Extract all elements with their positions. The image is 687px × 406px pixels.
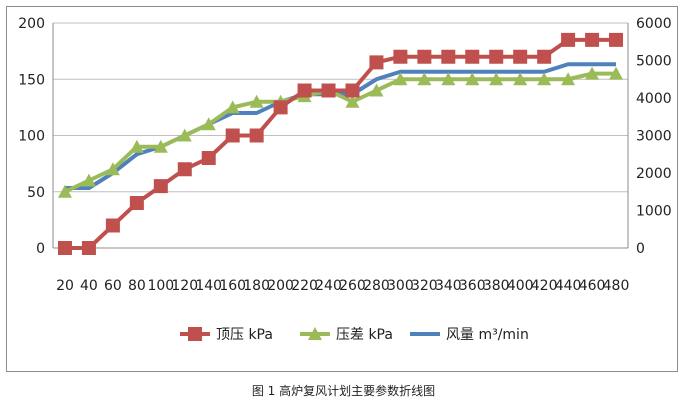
- legend-label: 顶压 kPa: [216, 327, 273, 343]
- data-point-square: [585, 32, 600, 47]
- x-tick-label: 420: [531, 278, 558, 294]
- data-point-square: [513, 49, 528, 64]
- x-tick-label: 140: [195, 278, 222, 294]
- x-tick-label: 200: [267, 278, 294, 294]
- data-point-square: [537, 49, 552, 64]
- x-tick-label: 440: [555, 278, 582, 294]
- series-line: [64, 71, 617, 194]
- x-tick-label: 240: [315, 278, 342, 294]
- data-point-triangle: [153, 139, 168, 153]
- data-point-triangle: [489, 72, 504, 86]
- x-tick-label: 480: [603, 278, 630, 294]
- y-left-tick-label: 50: [27, 185, 45, 201]
- data-point-triangle: [201, 117, 216, 131]
- data-point-square: [609, 32, 624, 47]
- data-point-square: [129, 196, 144, 210]
- y-right-tick-label: 0: [636, 241, 645, 257]
- series-2: [64, 62, 617, 190]
- x-tick-label: 360: [459, 278, 486, 294]
- x-tick-label: 320: [411, 278, 438, 294]
- x-tick-label: 460: [579, 278, 606, 294]
- data-point-triangle: [105, 162, 120, 176]
- data-point-square: [321, 83, 336, 98]
- legend-item-1: 压差 kPa: [300, 327, 393, 343]
- legend: 顶压 kPa 压差 kPa 风量 m³/min: [180, 327, 529, 343]
- data-point-square: [188, 327, 202, 341]
- series-line: [64, 62, 617, 190]
- y-right-tick-label: 4000: [636, 91, 672, 107]
- x-tick-label: 220: [291, 278, 318, 294]
- data-point-square: [561, 32, 576, 47]
- data-point-triangle: [465, 72, 480, 86]
- data-point-triangle: [561, 72, 576, 86]
- data-point-square: [393, 49, 408, 64]
- data-point-square: [81, 241, 96, 255]
- data-point-triangle: [417, 72, 432, 86]
- series-1: [57, 66, 624, 198]
- x-tick-label: 60: [104, 278, 122, 294]
- data-point-square: [177, 162, 192, 177]
- data-point-square: [345, 83, 360, 98]
- x-tick-label: 160: [219, 278, 246, 294]
- x-tick-label: 120: [171, 278, 198, 294]
- legend-item-2: 风量 m³/min: [410, 327, 529, 343]
- x-tick-label: 260: [339, 278, 366, 294]
- data-point-triangle: [513, 72, 528, 86]
- data-point-triangle: [345, 94, 360, 108]
- y-right-tick-label: 5000: [636, 54, 672, 70]
- data-point-triangle: [609, 66, 624, 80]
- data-point-square: [489, 49, 504, 64]
- x-tick-label: 180: [243, 278, 270, 294]
- data-point-triangle: [308, 327, 322, 340]
- data-point-triangle: [441, 72, 456, 86]
- legend-label: 风量 m³/min: [446, 327, 529, 343]
- data-point-square: [225, 128, 240, 143]
- data-point-triangle: [369, 83, 384, 97]
- data-point-triangle: [81, 173, 96, 187]
- data-point-square: [441, 49, 456, 64]
- x-tick-label: 100: [147, 278, 174, 294]
- data-point-triangle: [129, 139, 144, 153]
- x-tick-label: 400: [507, 278, 534, 294]
- data-point-triangle: [537, 72, 552, 86]
- y-left-tick-label: 200: [18, 16, 45, 32]
- figure-caption: 图 1 高炉复风计划主要参数折线图: [251, 384, 436, 398]
- series-0: [57, 32, 624, 255]
- data-point-square: [369, 55, 384, 70]
- data-point-triangle: [225, 100, 240, 114]
- data-point-square: [57, 241, 72, 255]
- data-point-square: [417, 49, 432, 64]
- data-point-triangle: [57, 184, 72, 198]
- data-point-square: [201, 151, 216, 165]
- data-point-triangle: [585, 66, 600, 80]
- x-tick-label: 80: [128, 278, 146, 294]
- x-tick-label: 40: [80, 278, 98, 294]
- y-right-tick-label: 1000: [636, 204, 672, 220]
- data-point-triangle: [177, 128, 192, 142]
- x-tick-label: 380: [483, 278, 510, 294]
- x-tick-label: 20: [56, 278, 74, 294]
- data-point-triangle: [249, 94, 264, 108]
- x-tick-label: 280: [363, 278, 390, 294]
- y-left-tick-label: 150: [18, 72, 45, 88]
- x-tick-label: 300: [387, 278, 414, 294]
- y-left-tick-label: 100: [18, 129, 45, 145]
- legend-item-0: 顶压 kPa: [180, 327, 273, 343]
- series-layer: [57, 32, 624, 255]
- y-left-tick-label: 0: [36, 241, 45, 257]
- x-tick-label: 340: [435, 278, 462, 294]
- data-point-triangle: [393, 72, 408, 86]
- y-right-tick-label: 3000: [636, 129, 672, 145]
- data-point-square: [105, 218, 120, 233]
- data-point-square: [249, 128, 264, 143]
- y-right-tick-label: 2000: [636, 166, 672, 182]
- data-point-square: [153, 179, 168, 194]
- data-point-square: [297, 83, 312, 98]
- legend-label: 压差 kPa: [336, 327, 393, 343]
- data-point-square: [273, 100, 288, 115]
- data-point-square: [465, 49, 480, 64]
- y-right-tick-label: 6000: [636, 16, 672, 32]
